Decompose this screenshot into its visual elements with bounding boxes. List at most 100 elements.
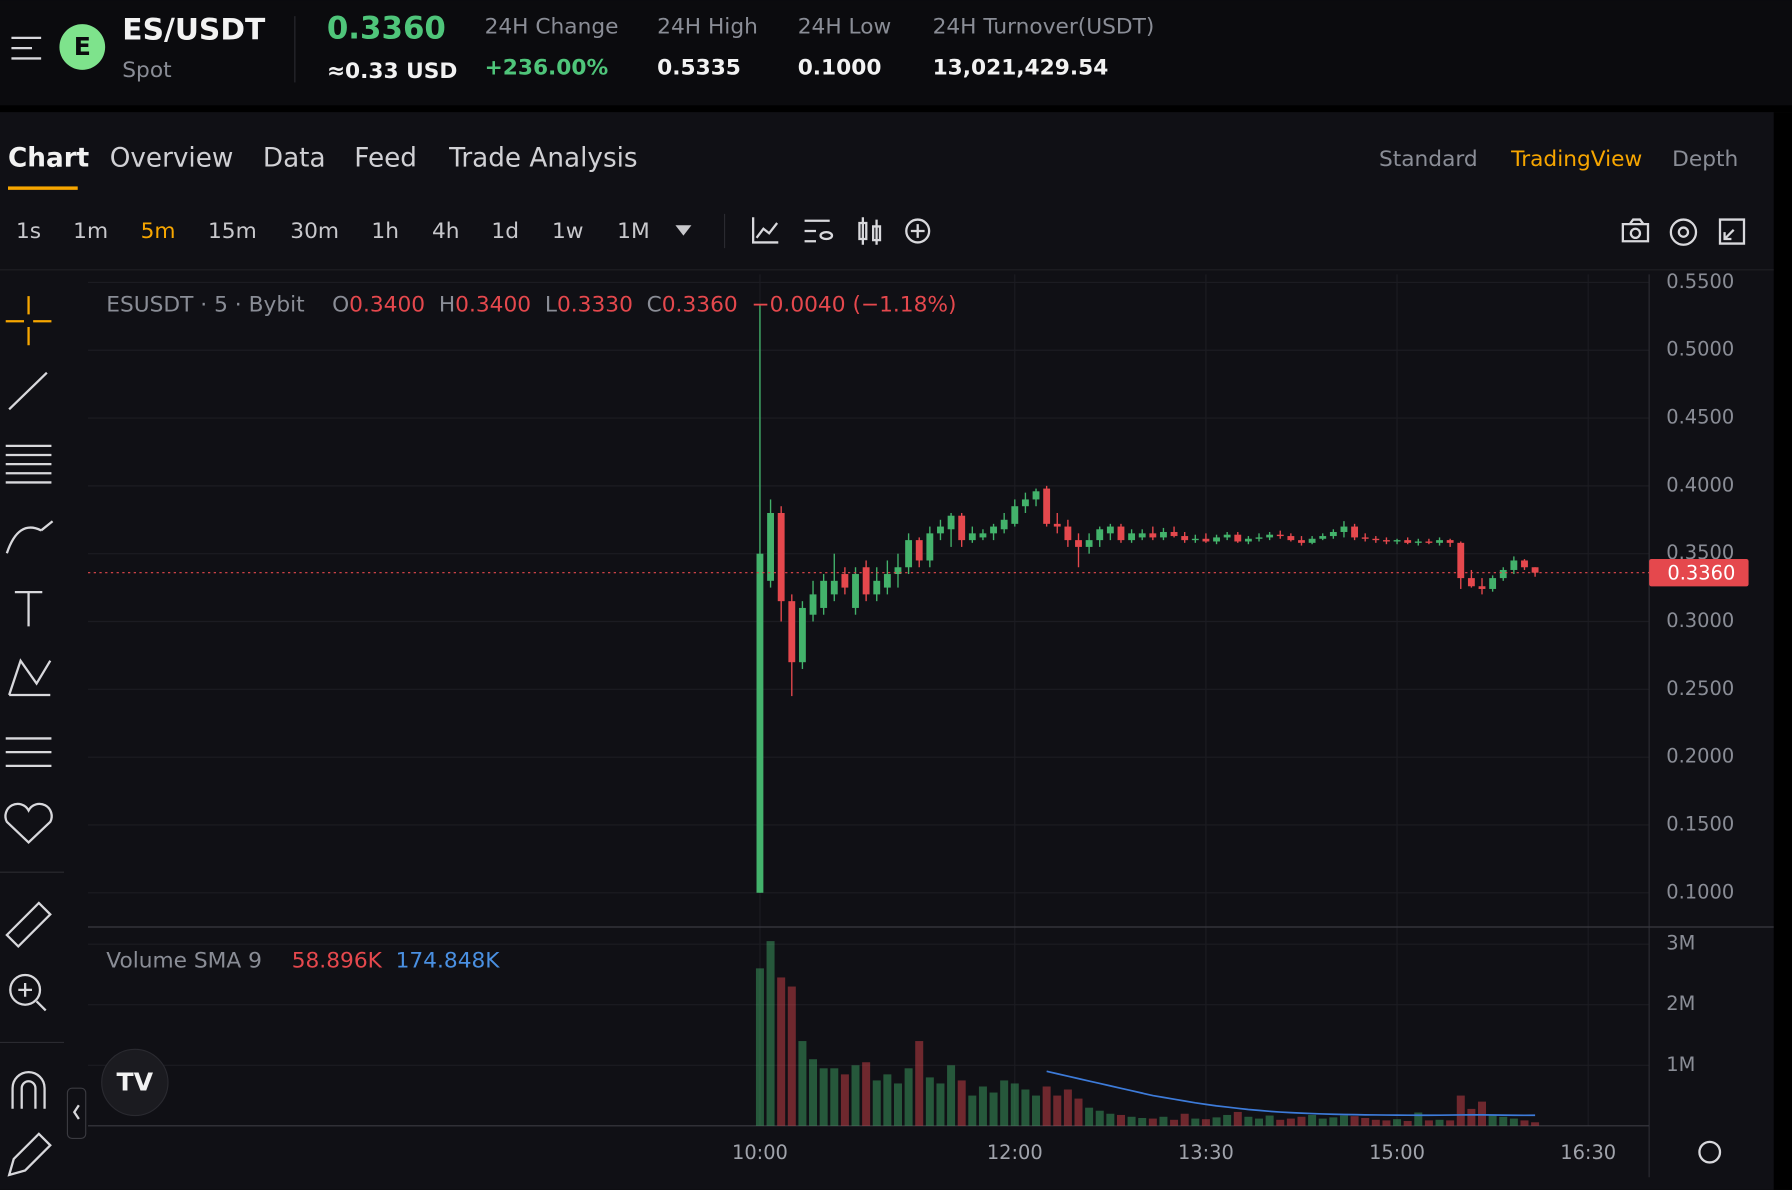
candle-body: [1255, 537, 1263, 539]
template-icon[interactable]: [804, 219, 834, 243]
volume-bar: [1074, 1098, 1083, 1126]
tab[interactable]: Chart: [8, 143, 89, 173]
pattern-tool[interactable]: [8, 658, 52, 697]
ruler-tool[interactable]: [5, 901, 52, 949]
indicator-icon[interactable]: [752, 217, 779, 244]
brush-tool[interactable]: [5, 520, 54, 554]
view-option[interactable]: TradingView: [1510, 147, 1642, 172]
legend-change: −0.0040 (−1.18%): [751, 292, 956, 317]
view-option[interactable]: Depth: [1672, 147, 1738, 172]
volume-bar: [798, 1041, 807, 1126]
candle-body: [1319, 536, 1327, 539]
stat-value: 0.5335: [657, 56, 741, 81]
y-tick-label: 0.3000: [1666, 609, 1734, 632]
prediction-tool[interactable]: [5, 737, 52, 767]
right-edge: [1773, 112, 1792, 1190]
volume-bar: [755, 968, 764, 1126]
volume-bar: [1403, 1121, 1412, 1126]
text-tool[interactable]: [14, 590, 43, 627]
candle-body: [830, 580, 838, 595]
favorite-tool[interactable]: [4, 802, 53, 845]
interval[interactable]: 30m: [290, 219, 339, 244]
candle-body: [1223, 534, 1231, 538]
tab[interactable]: Feed: [354, 143, 417, 173]
volume-value: 58.896K: [292, 948, 383, 973]
candle-body: [1298, 540, 1305, 543]
volume-bar: [1233, 1111, 1242, 1126]
add-icon[interactable]: [905, 218, 931, 244]
x-tick-label: 13:30: [1178, 1141, 1234, 1164]
candle-body: [1308, 538, 1316, 543]
interval[interactable]: 1M: [617, 219, 650, 244]
volume-bar: [1520, 1120, 1529, 1126]
candle-body: [1021, 499, 1029, 507]
candle-body: [1499, 569, 1507, 579]
interval[interactable]: 1s: [16, 219, 41, 244]
price-label: 0.3360: [1667, 561, 1735, 584]
candle-body: [926, 533, 934, 561]
zoom-tool[interactable]: [9, 973, 42, 1006]
tv-logo: TV: [101, 1048, 169, 1117]
volume-bar: [925, 1077, 934, 1126]
volume-bar: [1201, 1119, 1210, 1126]
logo: E: [59, 24, 106, 70]
collapse-button[interactable]: [66, 1087, 87, 1139]
interval[interactable]: 15m: [208, 219, 257, 244]
settings-icon[interactable]: [1669, 218, 1698, 246]
tab[interactable]: Trade Analysis: [448, 143, 637, 173]
candle-body: [1064, 526, 1072, 541]
tab[interactable]: Data: [263, 143, 326, 173]
candle-body: [947, 515, 955, 530]
lock-tool[interactable]: [7, 1132, 52, 1177]
volume-bar: [1382, 1120, 1391, 1126]
volume-bar: [1159, 1116, 1168, 1126]
candle-body: [1287, 536, 1295, 541]
candle-body: [788, 601, 796, 663]
fib-tool[interactable]: [5, 444, 52, 484]
candle-icon[interactable]: [858, 217, 882, 245]
volume-bar: [1170, 1119, 1179, 1126]
volume-bar: [1329, 1117, 1338, 1126]
menu-icon[interactable]: [11, 36, 42, 60]
candle-body: [1160, 531, 1167, 538]
volume-bar: [1414, 1112, 1423, 1126]
stat-label: 24H Low: [798, 15, 892, 40]
interval[interactable]: 1d: [491, 219, 519, 244]
candle-body: [1181, 536, 1189, 541]
candle-body: [1372, 538, 1380, 541]
interval[interactable]: 5m: [141, 219, 176, 244]
crosshair-tool[interactable]: [5, 296, 52, 346]
x-tick-label: 15:00: [1369, 1141, 1425, 1164]
stat-label: 24H Turnover(USDT): [933, 15, 1155, 40]
scale-settings[interactable]: [1698, 1140, 1722, 1164]
volume-bar: [1350, 1116, 1359, 1126]
candle-body: [1329, 531, 1337, 537]
volume-bar: [1308, 1114, 1317, 1126]
interval[interactable]: 1h: [371, 219, 399, 244]
camera-icon[interactable]: [1621, 218, 1650, 243]
y-tick-label: 0.1000: [1666, 880, 1734, 903]
candle-body: [905, 540, 913, 568]
volume-bar: [830, 1068, 839, 1126]
tab[interactable]: Overview: [110, 143, 234, 173]
stat-value: 13,021,429.54: [933, 56, 1109, 81]
legend: ESUSDT · 5 · Bybit O0.3400 H0.3400 L0.3330 C…: [106, 292, 956, 317]
volume-bar: [1042, 1086, 1051, 1126]
volume-bar: [989, 1092, 998, 1126]
fullscreen-icon[interactable]: [1718, 218, 1746, 245]
interval[interactable]: 1w: [552, 219, 584, 244]
interval[interactable]: 1m: [73, 219, 108, 244]
x-tick-label: 16:30: [1560, 1141, 1616, 1164]
volume-bar: [1478, 1101, 1487, 1126]
volume-bar: [1371, 1119, 1380, 1126]
volume-bar: [1255, 1118, 1264, 1126]
y-tick-label: 0.4000: [1666, 473, 1734, 496]
dropdown[interactable]: [675, 225, 692, 236]
y-tick-label: 0.5500: [1666, 270, 1734, 293]
line-tool[interactable]: [8, 371, 48, 411]
view-option[interactable]: Standard: [1379, 147, 1478, 172]
magnet-tool[interactable]: [11, 1071, 46, 1109]
interval[interactable]: 4h: [432, 219, 460, 244]
